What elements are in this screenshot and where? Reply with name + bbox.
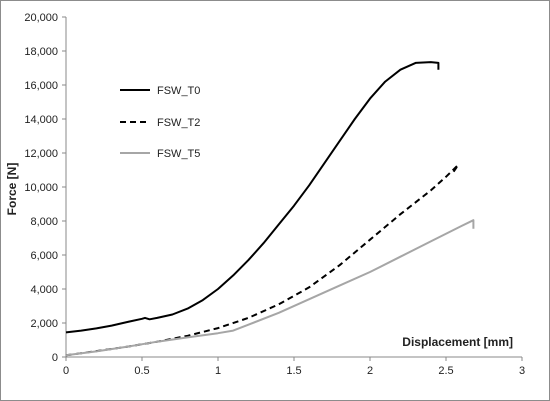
series-line-fsw-t2 xyxy=(65,163,460,357)
y-tick-label: 4,000 xyxy=(30,284,58,296)
y-ticks: 0 2,000 4,000 6,000 8,000 10,000 12,000 14,000 1… xyxy=(24,12,66,364)
y-tick-label: 18,000 xyxy=(24,46,58,58)
y-axis-title: Force [N] xyxy=(5,163,19,216)
y-tick-label: 16,000 xyxy=(24,80,58,92)
y-tick-label: 10,000 xyxy=(24,182,58,194)
x-tick-label: 2.5 xyxy=(438,365,453,377)
series-layer xyxy=(65,61,475,357)
legend-label: FSW_T2 xyxy=(157,117,200,129)
x-tick-label: 1.5 xyxy=(286,365,301,377)
x-tick-label: 0 xyxy=(63,365,69,377)
y-tick-label: 8,000 xyxy=(30,216,58,228)
x-tick-label: 0.5 xyxy=(134,365,149,377)
x-tick-label: 1 xyxy=(215,365,221,377)
series-line-fsw-t5 xyxy=(65,219,475,357)
y-tick-label: 6,000 xyxy=(30,250,58,262)
legend-label: FSW_T0 xyxy=(157,85,200,97)
y-tick-label: 14,000 xyxy=(24,114,58,126)
x-axis-title: Displacement [mm] xyxy=(402,335,513,349)
y-tick-label: 2,000 xyxy=(30,318,58,330)
y-tick-label: 0 xyxy=(52,352,58,364)
x-ticks: 0 0.5 1 1.5 2 2.5 3 xyxy=(63,357,525,377)
x-tick-label: 3 xyxy=(519,365,525,377)
legend: FSW_T0 FSW_T2 FSW_T5 xyxy=(120,85,200,160)
series-line-fsw-t0 xyxy=(65,61,440,334)
x-tick-label: 2 xyxy=(367,365,373,377)
legend-label: FSW_T5 xyxy=(157,148,200,160)
y-tick-label: 20,000 xyxy=(24,12,58,24)
y-tick-label: 12,000 xyxy=(24,148,58,160)
